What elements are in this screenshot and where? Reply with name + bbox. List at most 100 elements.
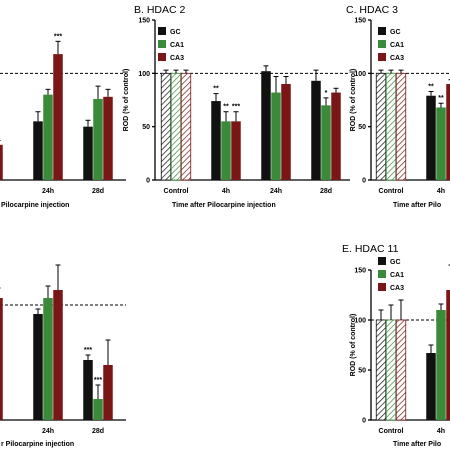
legend-label-ca1: CA1 <box>390 272 404 279</box>
x-axis-label: r Pilocarpine injection <box>1 441 74 448</box>
bar-ca3-28d <box>103 365 113 420</box>
bar-ca1-24h <box>43 94 53 180</box>
legend-swatch-ca3 <box>158 53 166 61</box>
legend-label-gc: GC <box>390 29 401 36</box>
y-tick-label: 100 <box>354 71 366 78</box>
x-axis-label: Time after Pilocarpine injection <box>172 202 276 209</box>
legend-swatch-ca1 <box>158 40 166 48</box>
y-tick-label: 150 <box>354 18 366 25</box>
bar-gc-control <box>375 319 387 421</box>
significance-marker: ** <box>428 83 434 90</box>
bar-ca3-4h <box>446 84 450 180</box>
significance-marker: ** <box>438 95 444 102</box>
bar-ca3-control <box>180 72 192 181</box>
legend-label-gc: GC <box>170 29 181 36</box>
bar-gc-24h <box>261 71 271 180</box>
x-axis-label: Time after Pilo <box>393 202 441 209</box>
bar-ca3-control <box>395 72 407 181</box>
x-tick-label: 28d <box>320 188 332 195</box>
x-axis-label: Time after Pilo <box>393 441 441 448</box>
y-tick-label: 50 <box>358 368 366 375</box>
x-tick-label: Control <box>379 188 404 195</box>
bar-gc-24h <box>33 121 43 180</box>
y-tick-label: 150 <box>354 268 366 275</box>
bar-ca3-h <box>0 144 3 180</box>
panel-title: B. HDAC 2 <box>134 4 186 16</box>
legend-label-ca3: CA3 <box>170 55 184 62</box>
significance-marker: ** <box>213 86 219 93</box>
chart-panel-4: E. HDAC 11 0 50 100 150 ROD (% of control) Con… <box>342 243 450 448</box>
y-axis-label: ROD (% of control) <box>123 69 130 132</box>
significance-marker: *** <box>232 104 240 111</box>
significance-marker: *** <box>94 377 102 384</box>
significance-marker: ** <box>223 104 229 111</box>
bar-gc-control <box>160 72 172 181</box>
bar-ca1-28d <box>93 399 103 420</box>
significance-marker: *** <box>84 347 92 354</box>
x-tick-label: Control <box>164 188 189 195</box>
legend-label-gc: GC <box>390 259 401 266</box>
y-tick-label: 100 <box>138 71 150 78</box>
legend-swatch-ca3 <box>378 283 386 291</box>
y-tick-label: 150 <box>138 18 150 25</box>
x-tick-label: 4h <box>222 188 230 195</box>
significance-marker: *** <box>54 33 62 40</box>
legend-swatch-gc <box>378 27 386 35</box>
bar-ca3-28d <box>331 92 341 180</box>
y-axis-label: ROD (% of control) <box>350 314 357 377</box>
x-axis-label: Pilocarpine injection <box>1 202 69 209</box>
bar-gc-4h <box>426 95 436 180</box>
bar-gc-24h <box>33 314 43 420</box>
x-tick-label: 4h <box>437 428 445 435</box>
bar-ca3-28d <box>103 96 113 180</box>
y-tick-label: 100 <box>354 318 366 325</box>
panel-title: E. HDAC 11 <box>342 243 399 255</box>
y-tick-label: 50 <box>358 124 366 131</box>
bar-ca1-control <box>170 72 182 181</box>
bar-ca3-4h <box>231 121 241 180</box>
bar-ca1-control <box>385 319 397 421</box>
bar-ca3-control <box>395 319 407 421</box>
bar-gc-28d <box>311 80 321 180</box>
bar-gc-control <box>375 72 387 181</box>
legend-swatch-ca1 <box>378 40 386 48</box>
bar-ca3-24h <box>53 54 63 181</box>
panel-title: C. HDAC 3 <box>346 4 398 16</box>
bar-ca1-24h <box>271 92 281 180</box>
bar-gc-28d <box>83 126 93 180</box>
y-tick-label: 0 <box>362 418 366 425</box>
bar-gc-4h <box>211 101 221 180</box>
x-tick-label: 28d <box>92 428 104 435</box>
y-tick-label: 0 <box>362 178 366 185</box>
significance-marker: * <box>325 90 328 97</box>
x-tick-label: Control <box>379 428 404 435</box>
legend-swatch-gc <box>378 257 386 265</box>
bar-ca1-4h <box>436 107 446 180</box>
y-tick-label: 50 <box>142 124 150 131</box>
x-tick-label: 24h <box>42 188 54 195</box>
chart-panel-2: C. HDAC 3 0 50 100 150 ROD (% of control) Cont… <box>346 4 450 209</box>
legend-label-ca1: CA1 <box>390 42 404 49</box>
legend-label-ca1: CA1 <box>170 42 184 49</box>
bar-gc-28d <box>83 360 93 420</box>
bar-ca3-h <box>0 298 3 420</box>
bar-ca1-24h <box>43 298 53 420</box>
legend-label-ca3: CA3 <box>390 285 404 292</box>
bar-gc-4h <box>426 353 436 420</box>
x-tick-label: 24h <box>42 428 54 435</box>
legend-swatch-gc <box>158 27 166 35</box>
y-tick-label: 0 <box>146 178 150 185</box>
x-tick-label: 24h <box>270 188 282 195</box>
bar-ca1-28d <box>93 98 103 180</box>
bar-ca1-control <box>385 72 397 181</box>
y-axis-label: ROD (% of control) <box>350 69 357 132</box>
bar-ca3-4h <box>446 290 450 420</box>
bar-ca1-4h <box>221 121 231 180</box>
bar-ca1-4h <box>436 310 446 420</box>
bar-ca3-24h <box>281 84 291 180</box>
bar-ca3-24h <box>53 290 63 420</box>
legend-swatch-ca3 <box>378 53 386 61</box>
